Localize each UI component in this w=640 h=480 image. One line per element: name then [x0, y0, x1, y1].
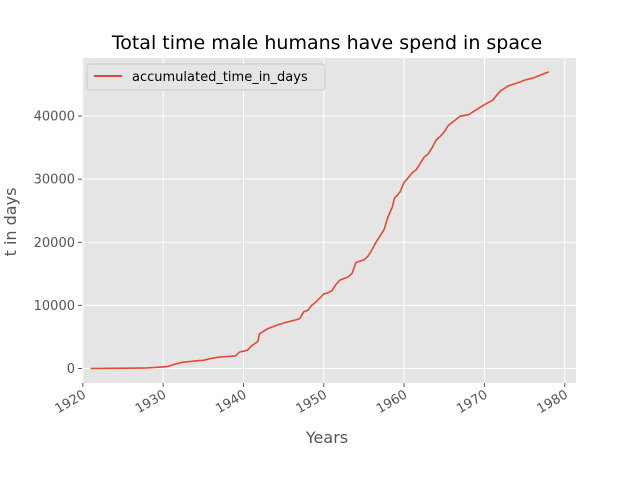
series-lines [90, 71, 549, 370]
y-axis-ticks: 0 10000 20000 30000 40000 [34, 110, 82, 377]
y-tick-label: 20000 [34, 236, 75, 251]
legend-box [86, 63, 326, 91]
legend-label: accumulated_time_in_days [132, 70, 308, 85]
gridlines [82, 58, 576, 383]
y-axis-title: t in days [1, 188, 20, 257]
y-tick-label: 10000 [34, 299, 75, 314]
series-line [90, 71, 549, 370]
x-axis-title: Years [305, 428, 348, 447]
chart-title: Total time male humans have spend in spa… [111, 32, 542, 54]
legend: accumulated_time_in_days [86, 63, 326, 91]
plot-area [82, 58, 576, 383]
y-tick-label: 40000 [34, 110, 75, 125]
y-tick-label: 0 [67, 362, 75, 377]
y-tick-label: 30000 [34, 173, 75, 188]
